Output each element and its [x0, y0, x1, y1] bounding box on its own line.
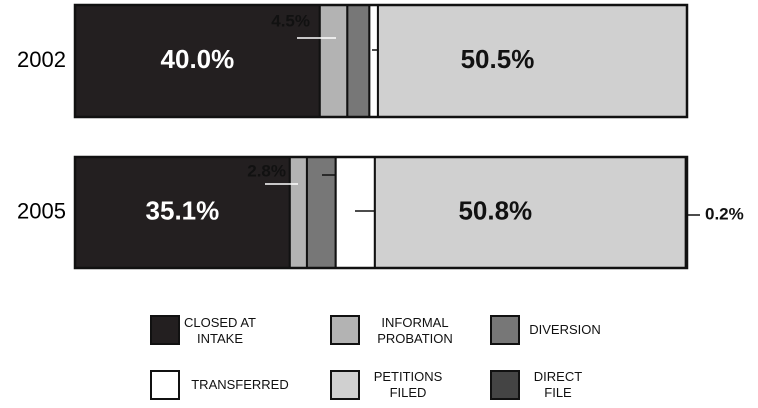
value-label: 0.2% [705, 204, 744, 223]
category-label: 2002 [17, 47, 66, 72]
legend-swatch [330, 315, 360, 345]
value-label: 50.8% [458, 195, 532, 225]
legend-swatch [490, 315, 520, 345]
bar-segment [334, 156, 376, 269]
bar-segment [346, 4, 371, 118]
category-label: 2005 [17, 198, 66, 223]
legend-label: CLOSED AT INTAKE [183, 315, 256, 346]
bar-segment [318, 4, 349, 118]
legend-label: DIVERSION [529, 322, 601, 337]
value-label: 35.1% [146, 195, 220, 225]
legend-label: PETITIONS FILED [373, 369, 443, 400]
bar-outline [73, 155, 689, 270]
value-label: 2.8% [247, 161, 286, 180]
bar-segment [288, 156, 308, 269]
legend-label: TRANSFERRED [191, 377, 289, 392]
bar-outline [73, 3, 689, 119]
bar-segment [74, 156, 291, 269]
legend-label: INFORMAL PROBATION [377, 315, 453, 346]
value-label: 40.0% [161, 44, 235, 74]
bar-segment [368, 4, 379, 118]
legend-swatch [150, 370, 180, 400]
bar-segment [74, 4, 321, 118]
legend-label: DIRECT FILE [533, 369, 583, 400]
legend-swatch [150, 315, 180, 345]
bar-segment [305, 156, 337, 269]
legend-swatch [490, 370, 520, 400]
value-label: 50.5% [461, 44, 535, 74]
value-label: 4.5% [271, 11, 310, 30]
bar-segment [376, 4, 688, 118]
legend-swatch [330, 370, 360, 400]
